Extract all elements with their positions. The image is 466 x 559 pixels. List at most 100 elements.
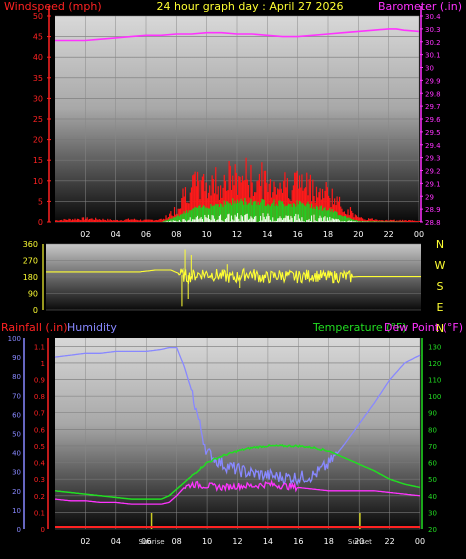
- barometer-tick-label: 30: [425, 65, 434, 73]
- wind-gust-bar: [134, 219, 135, 222]
- wind-gust-bar: [101, 220, 102, 222]
- wind-average-bar: [271, 204, 272, 222]
- bottom-x-tick-label: 04: [111, 537, 121, 546]
- wind-gust-bar: [157, 220, 158, 222]
- wind-gust-bar: [153, 221, 154, 222]
- wind-average-bar: [171, 219, 172, 222]
- wind-gust-bar: [129, 220, 130, 222]
- wind-minimum-bar: [210, 220, 211, 222]
- wind-average-bar: [307, 202, 308, 222]
- wind-average-bar: [312, 209, 313, 222]
- wind-minimum-bar: [324, 216, 325, 222]
- wind-minimum-bar: [298, 214, 299, 222]
- wind-gust-bar: [151, 220, 152, 222]
- wind-minimum-bar: [227, 214, 228, 222]
- wind-gust-bar: [89, 219, 90, 222]
- wind-minimum-bar: [199, 218, 200, 222]
- wind-gust-bar: [65, 219, 66, 222]
- wind-gust-bar: [125, 219, 126, 222]
- humidity-tick-label: 90: [12, 354, 21, 362]
- wind-gust-bar: [94, 220, 95, 222]
- humidity-tick-label: 40: [12, 450, 21, 458]
- rainfall-tick-label: 0.2: [34, 493, 45, 501]
- wind-average-bar: [293, 203, 294, 222]
- wind-average-bar: [232, 198, 233, 222]
- wind-average-bar: [224, 201, 225, 222]
- windspeed-tick-label: 40: [33, 53, 43, 62]
- wind-minimum-bar: [244, 215, 245, 222]
- wind-gust-bar: [127, 219, 128, 222]
- wind-minimum-bar: [290, 216, 291, 222]
- temperature-tick-label: 90: [428, 410, 437, 418]
- wind-minimum-bar: [300, 221, 301, 222]
- direction-tick-label: 180: [23, 273, 38, 282]
- wind-minimum-bar: [332, 218, 333, 222]
- barometer-tick-label: 29.3: [425, 155, 441, 163]
- wind-gust-bar: [158, 220, 159, 222]
- x-tick-label: 06: [141, 230, 151, 239]
- wind-minimum-bar: [213, 216, 214, 222]
- wind-average-bar: [273, 199, 274, 222]
- x-tick-label: 14: [262, 230, 272, 239]
- wind-minimum-bar: [169, 221, 170, 222]
- wind-minimum-bar: [233, 221, 234, 222]
- wind-minimum-bar: [309, 219, 310, 222]
- wind-gust-bar: [142, 220, 143, 222]
- wind-average-bar: [317, 207, 318, 222]
- windspeed-tick-label: 25: [33, 115, 43, 124]
- wind-minimum-bar: [232, 220, 233, 222]
- humidity-tick-label: 100: [8, 335, 21, 343]
- rainfall-tick-label: 0: [41, 526, 45, 534]
- wind-minimum-bar: [190, 217, 191, 222]
- wind-gust-bar: [417, 221, 418, 222]
- wind-minimum-bar: [237, 213, 238, 222]
- wind-gust-bar: [118, 221, 119, 222]
- rainfall-tick-label: 0.6: [34, 426, 46, 434]
- wind-gust-bar: [85, 219, 86, 222]
- temperature-tick-label: 50: [428, 476, 437, 484]
- wind-gust-bar: [102, 219, 103, 222]
- wind-gust-bar: [66, 220, 67, 222]
- wind-minimum-bar: [243, 221, 244, 222]
- wind-gust-bar: [128, 218, 129, 222]
- wind-minimum-bar: [205, 217, 206, 222]
- wind-minimum-bar: [262, 213, 263, 222]
- wind-gust-bar: [150, 220, 151, 222]
- wind-minimum-bar: [341, 221, 342, 222]
- wind-minimum-bar: [301, 217, 302, 222]
- wind-gust-bar: [159, 219, 160, 222]
- wind-average-bar: [289, 204, 290, 222]
- wind-minimum-bar: [209, 219, 210, 222]
- wind-minimum-bar: [201, 217, 202, 222]
- bottom-x-tick-label: 14: [263, 537, 273, 546]
- wind-average-bar: [243, 205, 244, 222]
- wind-average-bar: [180, 215, 181, 222]
- barometer-tick-label: 29.5: [425, 129, 441, 137]
- wind-minimum-bar: [321, 218, 322, 222]
- wind-minimum-bar: [323, 217, 324, 222]
- wind-minimum-bar: [334, 220, 335, 222]
- x-tick-label: 00: [414, 230, 424, 239]
- wind-average-bar: [306, 204, 307, 222]
- wind-gust-bar: [121, 220, 122, 222]
- wind-gust-bar: [147, 220, 148, 222]
- wind-average-bar: [296, 200, 297, 222]
- rainfall-tick-label: 0.9: [34, 377, 45, 385]
- wind-minimum-bar: [167, 221, 168, 222]
- windspeed-axis-label: Windspeed (mph): [4, 0, 102, 13]
- wind-minimum-bar: [315, 220, 316, 222]
- wind-gust-bar: [99, 219, 100, 222]
- wind-gust-bar: [62, 221, 63, 222]
- wind-gust-bar: [415, 221, 416, 222]
- wind-average-bar: [259, 205, 260, 222]
- direction-tick-label: 0: [33, 306, 38, 315]
- wind-gust-bar: [74, 219, 75, 222]
- wind-gust-bar: [88, 220, 89, 222]
- wind-minimum-bar: [266, 216, 267, 222]
- bottom-x-tick-label: 10: [202, 537, 212, 546]
- wind-minimum-bar: [238, 219, 239, 222]
- wind-minimum-bar: [242, 216, 243, 222]
- barometer-tick-label: 29.2: [425, 168, 441, 176]
